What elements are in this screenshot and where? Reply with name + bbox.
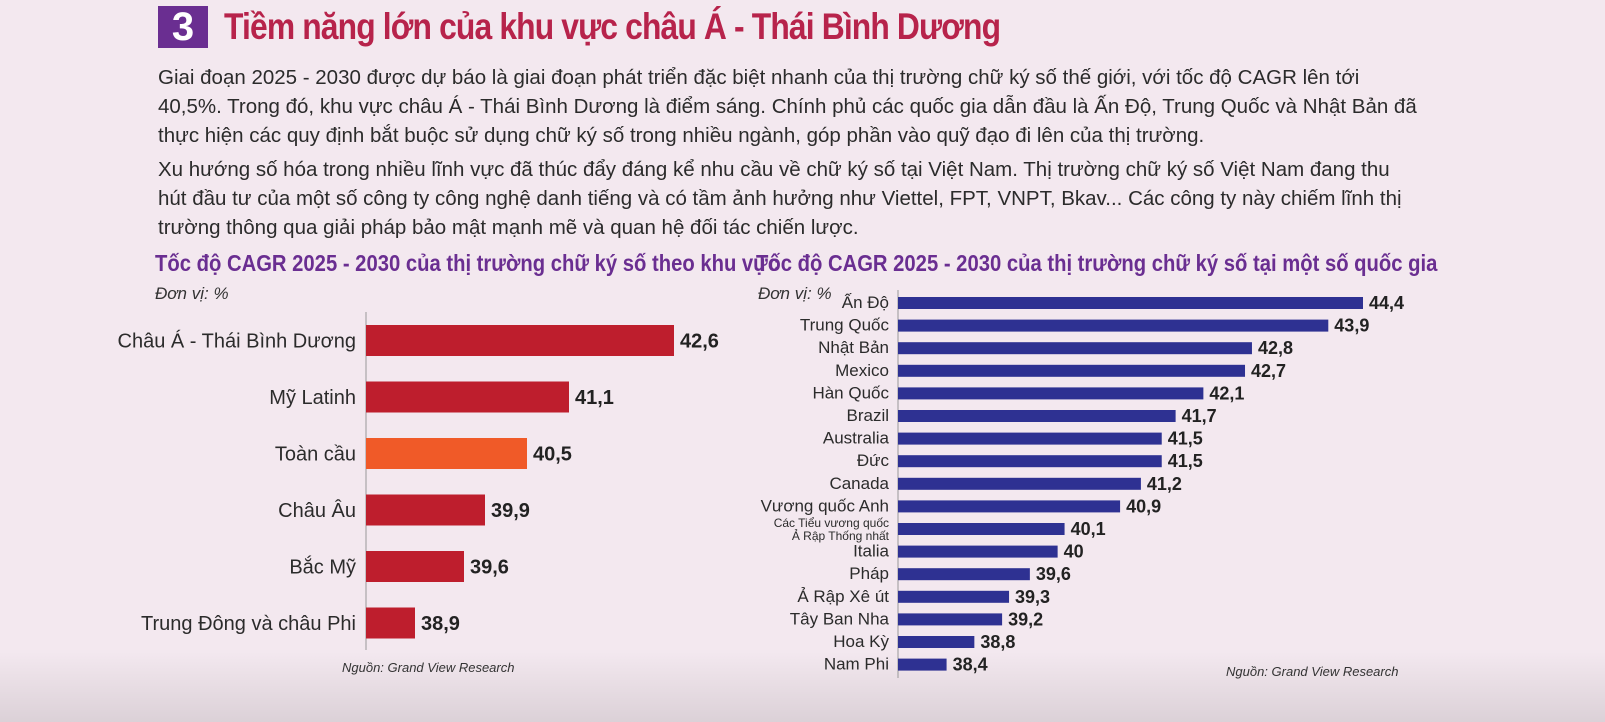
- region-category-label: Châu Á - Thái Bình Dương: [118, 330, 356, 353]
- country-chart-source: Nguồn: Grand View Research: [1226, 664, 1399, 679]
- paragraph-2: Xu hướng số hóa trong nhiều lĩnh vực đã …: [158, 158, 1402, 239]
- region-category-label: Trung Đông và châu Phi: [141, 613, 356, 635]
- country-value-label: 42,7: [1251, 361, 1286, 381]
- region-bar: [366, 325, 674, 356]
- country-category-label: Tây Ban Nha: [790, 609, 890, 628]
- country-category-label: Nam Phi: [824, 655, 889, 674]
- region-value-label: 41,1: [575, 387, 614, 409]
- country-bar: [898, 319, 1329, 332]
- country-chart-unit: Đơn vị: %: [758, 284, 832, 303]
- country-value-label: 38,8: [980, 632, 1015, 652]
- section-header: 3 Tiềm năng lớn của khu vực châu Á - Thá…: [158, 5, 1127, 49]
- country-category-label: Brazil: [846, 406, 889, 425]
- country-bar: [898, 432, 1162, 445]
- country-bar: [898, 455, 1162, 468]
- region-value-label: 40,5: [533, 444, 572, 466]
- country-value-label: 42,8: [1258, 338, 1293, 358]
- country-value-label: 39,3: [1015, 587, 1050, 607]
- country-value-label: 39,6: [1036, 564, 1071, 584]
- region-chart-source: Nguồn: Grand View Research: [342, 660, 515, 675]
- section-number-badge: 3: [158, 5, 208, 49]
- country-value-label: 38,4: [953, 655, 988, 675]
- country-category-label: Ả Rập Xê út: [797, 587, 889, 606]
- country-bar: [898, 477, 1141, 490]
- region-category-label: Bắc Mỹ: [289, 556, 356, 579]
- country-value-label: 39,2: [1008, 609, 1043, 629]
- region-value-label: 39,6: [470, 557, 509, 579]
- region-value-label: 38,9: [421, 613, 460, 635]
- region-chart-unit: Đơn vị: %: [155, 284, 229, 303]
- country-bar: [898, 590, 1010, 603]
- country-bar: [898, 410, 1176, 422]
- country-bar: [898, 613, 1003, 626]
- country-category-label: Nhật Bản: [818, 338, 889, 357]
- country-value-label: 44,4: [1369, 293, 1404, 313]
- country-category-label: Các Tiểu vương quốc: [774, 516, 889, 530]
- country-category-label: Hoa Kỳ: [833, 632, 889, 651]
- region-cagr-chart: Châu Á - Thái Bình Dương 42,6 Mỹ Latinh 41,…: [118, 312, 719, 650]
- country-value-label: 40,1: [1071, 519, 1106, 539]
- country-category-label: Vương quốc Anh: [761, 496, 889, 515]
- region-category-label: Toàn cầu: [275, 444, 356, 466]
- region-value-label: 39,9: [491, 500, 530, 522]
- bottom-shadow: [0, 652, 1605, 722]
- country-value-label: 42,1: [1209, 383, 1244, 403]
- country-category-label: Pháp: [849, 564, 889, 583]
- country-value-label: 41,5: [1168, 451, 1203, 471]
- country-category-label: Mexico: [835, 361, 889, 380]
- country-category-label: Đức: [857, 451, 890, 470]
- country-category-label: Ả Rập Thống nhất: [792, 528, 890, 543]
- country-value-label: 41,2: [1147, 474, 1182, 494]
- region-category-label: Mỹ Latinh: [269, 387, 356, 409]
- country-bar: [898, 568, 1030, 581]
- country-bar: [898, 658, 947, 671]
- country-value-label: 40,9: [1126, 496, 1161, 516]
- country-bar: [898, 297, 1363, 309]
- country-value-label: 41,7: [1182, 406, 1217, 426]
- country-category-label: Canada: [829, 474, 889, 493]
- country-bar: [898, 545, 1058, 558]
- region-bar: [366, 551, 464, 582]
- region-bar: [366, 494, 485, 526]
- paragraph-1: Giai đoạn 2025 - 2030 được dự báo là gia…: [158, 66, 1417, 147]
- country-category-label: Trung Quốc: [800, 316, 890, 335]
- country-category-label: Italia: [853, 542, 889, 561]
- region-bar: [366, 438, 527, 469]
- country-chart-title: Tốc độ CAGR 2025 - 2030 của thị trường c…: [756, 250, 1438, 276]
- country-bar: [898, 636, 975, 648]
- country-category-label: Hàn Quốc: [812, 383, 889, 402]
- country-category-label: Ấn Độ: [842, 293, 889, 312]
- country-value-label: 40: [1064, 542, 1084, 562]
- country-value-label: 41,5: [1168, 429, 1203, 449]
- country-cagr-chart: Ấn Độ 44,4 Trung Quốc 43,9 Nhật Bản 42,8 Mexic…: [761, 290, 1404, 678]
- country-bar: [898, 500, 1121, 513]
- country-bar: [898, 523, 1065, 535]
- page-title: Tiềm năng lớn của khu vực châu Á - Thái …: [224, 6, 1001, 47]
- region-category-label: Châu Âu: [278, 499, 356, 522]
- country-value-label: 43,9: [1334, 316, 1369, 336]
- country-category-label: Australia: [823, 429, 890, 448]
- region-bar: [366, 381, 569, 413]
- country-bar: [898, 387, 1204, 400]
- country-bar: [898, 342, 1252, 355]
- region-value-label: 42,6: [680, 331, 719, 353]
- region-bar: [366, 607, 415, 639]
- country-bar: [898, 364, 1246, 377]
- region-chart-title: Tốc độ CAGR 2025 - 2030 của thị trường c…: [155, 250, 780, 276]
